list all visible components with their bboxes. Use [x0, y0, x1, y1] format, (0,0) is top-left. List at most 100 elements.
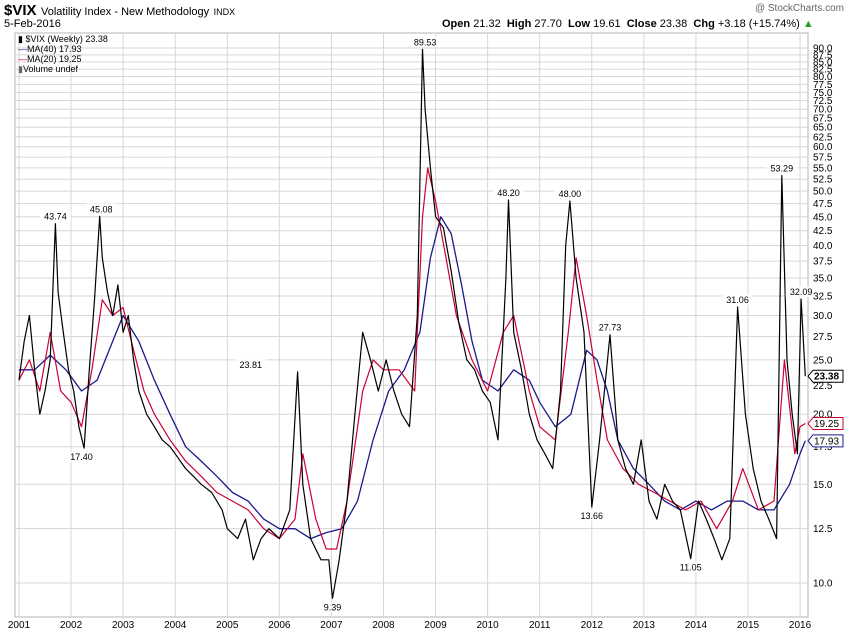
- x-tick-label: 2002: [60, 620, 83, 631]
- close-label: Close: [626, 18, 657, 30]
- annotation-bg: [409, 36, 441, 48]
- annotation-bg: [65, 451, 97, 463]
- legend-item-price: ▮ $VIX (Weekly) 23.38: [18, 34, 108, 44]
- y-tick-label: 80.0: [813, 72, 833, 83]
- y-tick-label: 65.0: [813, 123, 833, 134]
- x-tick-label: 2007: [320, 620, 343, 631]
- chg-value: +3.18 (+15.74%): [717, 18, 800, 30]
- legend-item-volume: ▮Volume undef: [18, 64, 78, 74]
- annotation-bg: [675, 561, 707, 573]
- chart-date: 5-Feb-2016: [4, 18, 61, 30]
- y-tick-label: 12.5: [813, 524, 833, 535]
- y-tick-label: 55.0: [813, 163, 833, 174]
- annotation-bg: [785, 286, 817, 298]
- x-axis: 2001 2002 2003 2004 2005 2006 2007 2008 2009 2010…: [8, 620, 812, 631]
- y-axis: 90.087.585.082.580.077.575.072.570.067.5…: [813, 44, 833, 590]
- annotation-bg: [235, 358, 267, 370]
- annotation-label: 53.29: [771, 164, 794, 174]
- up-arrow-icon: ▲: [802, 18, 814, 30]
- annotation-label: 48.20: [497, 188, 520, 198]
- last-value-tags: 23.38 19.25 17.93: [807, 369, 844, 448]
- exchange: INDX: [213, 7, 236, 17]
- price-legend-icon: ▮: [18, 34, 23, 44]
- y-tick-label: 75.0: [813, 88, 833, 99]
- symbol: $VIX: [4, 2, 37, 19]
- annotation-bg: [492, 187, 524, 199]
- annotation-label: 43.74: [44, 212, 67, 222]
- x-tick-label: 2005: [216, 620, 239, 631]
- last-value-tag: [807, 417, 844, 431]
- last-value-label: 19.25: [814, 419, 839, 430]
- chart-title: $VIX Volatility Index - New Methodology …: [4, 2, 235, 20]
- last-value-tag: [807, 434, 844, 448]
- ma20-line-icon: —: [18, 54, 27, 64]
- y-tick-label: 25.0: [813, 355, 833, 366]
- grid-lines: [15, 33, 808, 617]
- ma40-line: [19, 216, 806, 540]
- annotation-label: 9.39: [324, 602, 342, 612]
- y-tick-label: 10.0: [813, 579, 833, 590]
- y-tick-label: 57.5: [813, 153, 833, 164]
- annotation-bg: [766, 162, 798, 174]
- legend: ▮ $VIX (Weekly) 23.38 —MA(40) 17.93 —MA(…: [18, 34, 108, 74]
- y-tick-label: 15.0: [813, 480, 833, 491]
- y-tick-label: 87.5: [813, 50, 833, 61]
- volume-bars-icon: ▮: [18, 64, 23, 74]
- x-tick-label: 2004: [164, 620, 187, 631]
- y-tick-label: 67.5: [813, 114, 833, 125]
- x-tick-label: 2008: [372, 620, 395, 631]
- annotation-label: 32.09: [790, 287, 813, 297]
- y-tick-label: 77.5: [813, 80, 833, 91]
- annotation-label: 23.81: [239, 360, 262, 370]
- chg-label: Chg: [693, 18, 715, 30]
- y-tick-label: 42.5: [813, 226, 833, 237]
- y-tick-label: 30.0: [813, 311, 833, 322]
- x-tick-label: 2009: [424, 620, 447, 631]
- y-tick-label: 20.0: [813, 410, 833, 421]
- watermark: @ StockCharts.com: [754, 3, 844, 14]
- y-tick-label: 85.0: [813, 57, 833, 68]
- y-tick-label: 37.5: [813, 257, 833, 268]
- x-tick-label: 2016: [789, 620, 812, 631]
- x-tick-label: 2012: [581, 620, 604, 631]
- annotation-bg: [85, 203, 117, 215]
- x-tick-label: 2006: [268, 620, 291, 631]
- price-line: [18, 48, 806, 599]
- y-tick-label: 17.5: [813, 442, 833, 453]
- last-value-tag: [807, 369, 844, 383]
- annotation-label: 31.06: [726, 295, 749, 305]
- price-series: [18, 48, 806, 599]
- y-tick-label: 52.5: [813, 175, 833, 186]
- ohlc-readout: Open 21.32 High 27.70 Low 19.61 Close 23…: [442, 18, 814, 30]
- annotation-bg: [319, 601, 346, 613]
- high-label: High: [506, 18, 532, 30]
- annotation-label: 45.08: [90, 204, 113, 214]
- y-tick-label: 70.0: [813, 105, 833, 116]
- x-tick-label: 2014: [685, 620, 708, 631]
- annotation-bg: [722, 294, 754, 306]
- ma40-line-icon: —: [18, 44, 27, 54]
- annotation-bg: [576, 510, 608, 522]
- legend-item-ma20: —MA(20) 19.25: [18, 54, 82, 64]
- annotation-label: 17.40: [70, 452, 93, 462]
- low-value: 19.61: [593, 18, 621, 30]
- y-tick-label: 32.5: [813, 292, 833, 303]
- x-tick-label: 2010: [477, 620, 500, 631]
- low-label: Low: [568, 18, 591, 30]
- y-tick-label: 27.5: [813, 332, 833, 343]
- ma40-series: [19, 216, 806, 540]
- y-tick-label: 22.5: [813, 381, 833, 392]
- y-tick-label: 45.0: [813, 212, 833, 223]
- y-tick-label: 60.0: [813, 142, 833, 153]
- annotation-label: 13.66: [581, 511, 604, 521]
- x-tick-label: 2011: [529, 620, 551, 631]
- annotations: 43.74 45.08 17.40 23.81 9.39 89.53 48.20 48.00 1…: [39, 36, 817, 613]
- symbol-name: Volatility Index - New Methodology: [40, 6, 210, 18]
- annotation-bg: [554, 188, 586, 200]
- x-tick-label: 2013: [633, 620, 656, 631]
- y-tick-label: 62.5: [813, 132, 833, 143]
- x-tick-label: 2015: [737, 620, 760, 631]
- y-tick-label: 72.5: [813, 96, 833, 107]
- high-value: 27.70: [534, 18, 562, 30]
